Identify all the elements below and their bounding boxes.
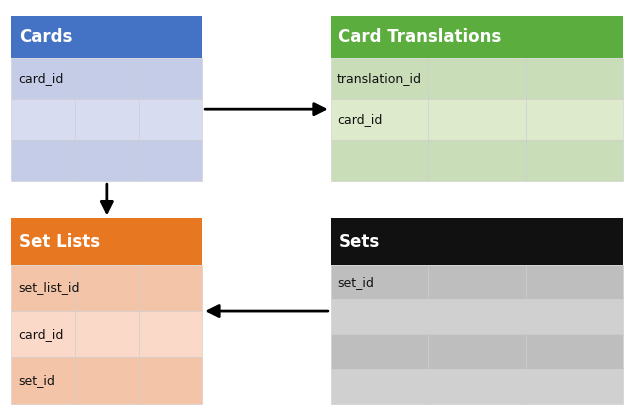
Text: set_id: set_id <box>18 374 55 387</box>
Bar <box>526 265 623 300</box>
Bar <box>331 265 428 300</box>
Bar <box>526 369 623 404</box>
Bar <box>428 369 526 404</box>
Bar <box>428 99 526 140</box>
Bar <box>75 357 139 404</box>
Bar <box>331 16 623 58</box>
Bar <box>11 357 75 404</box>
Bar <box>11 16 202 58</box>
Text: card_id: card_id <box>18 72 63 85</box>
Bar <box>11 311 75 357</box>
Bar <box>11 218 202 265</box>
Bar <box>11 58 75 99</box>
Bar <box>139 99 202 140</box>
Bar <box>75 140 139 181</box>
Text: card_id: card_id <box>18 328 63 341</box>
Bar <box>526 58 623 99</box>
Bar <box>428 140 526 181</box>
Bar <box>526 334 623 369</box>
Bar <box>139 357 202 404</box>
Bar <box>526 99 623 140</box>
Text: Set Lists: Set Lists <box>19 232 100 250</box>
Text: Cards: Cards <box>19 28 73 46</box>
Bar <box>331 58 428 99</box>
Bar <box>428 58 526 99</box>
Bar <box>139 140 202 181</box>
Text: set_id: set_id <box>337 276 374 288</box>
Bar <box>331 369 428 404</box>
Bar <box>75 99 139 140</box>
Bar <box>526 300 623 334</box>
Bar <box>139 265 202 311</box>
Text: set_list_id: set_list_id <box>18 281 80 295</box>
Bar <box>331 300 428 334</box>
Bar <box>331 218 623 265</box>
Bar <box>526 140 623 181</box>
Bar <box>11 140 75 181</box>
Text: translation_id: translation_id <box>337 72 422 85</box>
Bar <box>75 265 139 311</box>
Text: Card Translations: Card Translations <box>338 28 502 46</box>
Bar <box>139 311 202 357</box>
Bar <box>428 300 526 334</box>
Bar <box>75 311 139 357</box>
Bar <box>331 99 428 140</box>
Bar <box>428 265 526 300</box>
Text: card_id: card_id <box>337 113 382 126</box>
Bar <box>139 58 202 99</box>
Bar <box>428 334 526 369</box>
Bar <box>331 334 428 369</box>
Text: Sets: Sets <box>338 232 380 250</box>
Bar <box>75 58 139 99</box>
Bar <box>11 265 75 311</box>
Bar <box>11 99 75 140</box>
Bar <box>331 140 428 181</box>
